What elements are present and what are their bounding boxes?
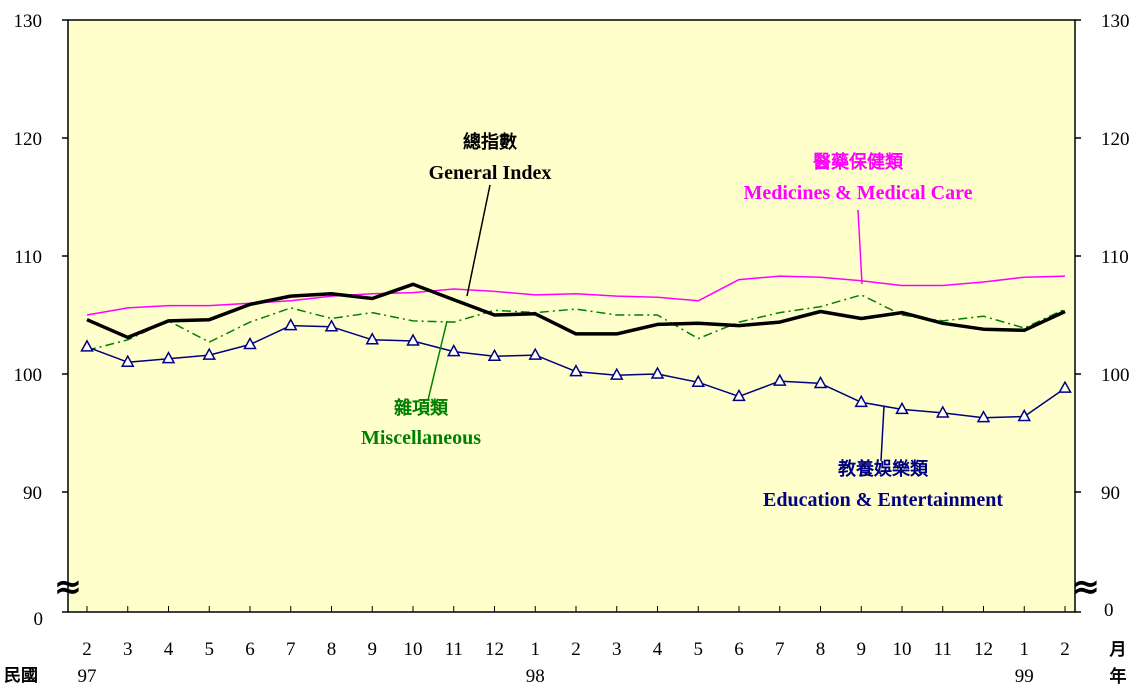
x-axis: 2 3 4 5 6 7 8 9 10 11 12 1 2 3 4 5 6 7 8 9 10 11 12 1 297 98 99 xyxy=(78,606,1070,687)
x-tick-month-label: 8 xyxy=(816,639,826,660)
x-tick-month-label: 11 xyxy=(445,639,463,660)
misc-annotation: 雜項類 Miscellaneous xyxy=(361,320,481,449)
x-tick-month-label: 10 xyxy=(893,639,912,660)
x-tick-month-label: 8 xyxy=(327,639,337,660)
y-tick-left-label: 0 xyxy=(34,609,44,630)
y-axis-right: 0 90 100 110 120 130 xyxy=(1075,11,1130,621)
education-point-marker xyxy=(283,318,298,331)
education-point-marker xyxy=(161,351,176,364)
misc-series-line xyxy=(86,294,1066,352)
x-tick-month-label: 11 xyxy=(934,639,952,660)
education-point-marker xyxy=(365,332,380,345)
medicine-label-en: Medicines & Medical Care xyxy=(743,182,972,204)
y-tick-left-label: 120 xyxy=(14,129,43,150)
education-label-en: Education & Entertainment xyxy=(763,489,1003,511)
x-tick-month-label: 2 xyxy=(571,639,581,660)
education-point-marker xyxy=(1058,380,1072,393)
x-tick-month-label: 1 xyxy=(1020,639,1030,660)
y-tick-right-label: 120 xyxy=(1101,129,1130,150)
general-series-line xyxy=(86,282,1066,340)
education-point-marker xyxy=(487,348,502,362)
axis-break-left-icon: ≈ xyxy=(54,567,83,607)
x-tick-year-label: 99 xyxy=(1015,666,1034,687)
month-unit-label: 月 xyxy=(1109,640,1127,660)
x-tick-month-label: 9 xyxy=(368,639,378,660)
y-tick-right-label: 130 xyxy=(1101,11,1130,32)
y-tick-left-label: 100 xyxy=(14,365,43,386)
y-axis-left: 0 90 100 110 120 130 xyxy=(14,11,68,630)
misc-leader xyxy=(427,320,448,401)
y-tick-right-label: 110 xyxy=(1101,247,1129,268)
education-point-marker xyxy=(772,373,787,386)
x-tick-month-label: 5 xyxy=(205,639,215,660)
education-point-marker xyxy=(324,319,339,332)
education-point-marker xyxy=(120,354,135,367)
y-tick-left-label: 110 xyxy=(14,247,42,268)
x-tick-year-label: 98 xyxy=(526,666,545,687)
era-prefix-label: 民國 xyxy=(4,666,38,686)
x-tick-month-label: 7 xyxy=(286,639,296,660)
education-point-marker xyxy=(976,410,991,423)
education-point-marker xyxy=(609,367,624,380)
x-tick-month-label: 2 xyxy=(82,639,92,660)
education-point-marker xyxy=(854,394,869,408)
general-index-leader xyxy=(466,184,491,297)
education-point-marker xyxy=(202,347,217,360)
x-tick-month-label: 6 xyxy=(734,639,744,660)
education-point-marker xyxy=(528,347,543,360)
education-point-marker xyxy=(813,375,828,389)
medicine-leader xyxy=(857,209,863,285)
general-index-label-zh: 總指數 xyxy=(463,131,517,153)
x-tick-month-label: 7 xyxy=(775,639,785,660)
general-index-annotation: 總指數 General Index xyxy=(429,131,552,297)
axis-break-right-icon: ≈ xyxy=(1072,567,1101,607)
x-tick-month-label: 12 xyxy=(974,639,993,660)
x-tick-month-label: 12 xyxy=(485,639,504,660)
x-tick-month-label: 10 xyxy=(404,639,423,660)
general-index-label-en: General Index xyxy=(429,162,552,184)
y-tick-right-label: 0 xyxy=(1104,600,1114,621)
y-tick-left-label: 90 xyxy=(23,483,42,504)
education-point-marker xyxy=(650,366,665,379)
x-tick-month-label: 2 xyxy=(1060,639,1070,660)
series-layer xyxy=(80,275,1072,423)
education-annotation: 教養娛樂類 Education & Entertainment xyxy=(763,405,1003,511)
education-point-marker xyxy=(406,333,420,346)
education-point-marker xyxy=(569,364,583,377)
education-point-marker xyxy=(732,388,746,402)
x-tick-month-label: 5 xyxy=(694,639,704,660)
education-point-marker xyxy=(691,374,706,388)
year-unit-label: 年 xyxy=(1110,666,1127,687)
x-tick-month-label: 3 xyxy=(123,639,133,660)
x-tick-month-label: 4 xyxy=(164,639,174,660)
medicine-annotation: 醫藥保健類 Medicines & Medical Care xyxy=(743,151,973,285)
x-tick-month-label: 1 xyxy=(531,639,541,660)
education-point-marker xyxy=(895,401,909,415)
x-tick-month-label: 6 xyxy=(245,639,255,660)
education-point-marker xyxy=(80,339,94,352)
education-point-marker xyxy=(1017,408,1032,422)
x-tick-month-label: 3 xyxy=(612,639,622,660)
education-point-marker xyxy=(243,336,257,350)
y-tick-left-label: 130 xyxy=(14,11,43,32)
x-tick-month-label: 4 xyxy=(653,639,663,660)
y-tick-right-label: 90 xyxy=(1101,483,1120,504)
education-leader xyxy=(880,405,885,462)
education-point-marker xyxy=(935,405,950,418)
y-tick-right-label: 100 xyxy=(1101,365,1130,386)
misc-label-en: Miscellaneous xyxy=(361,427,481,449)
x-tick-year-label: 97 xyxy=(78,666,97,687)
x-tick-month-label: 9 xyxy=(857,639,867,660)
education-label-zh: 教養娛樂類 xyxy=(838,458,929,480)
medicine-label-zh: 醫藥保健類 xyxy=(813,151,904,173)
education-point-marker xyxy=(446,344,461,357)
misc-label-zh: 雜項類 xyxy=(394,397,449,419)
